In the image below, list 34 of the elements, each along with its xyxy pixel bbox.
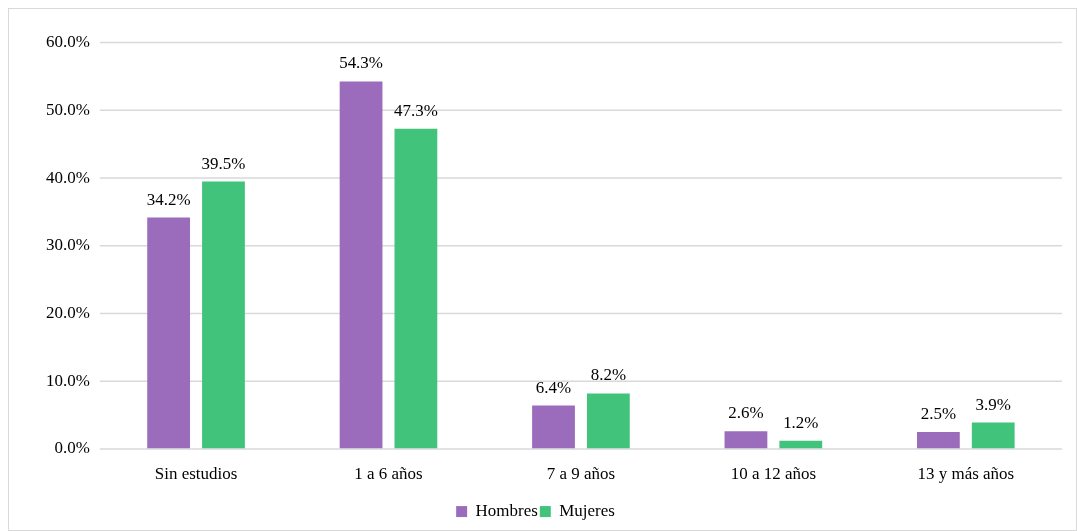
x-tick-label: 10 a 12 años	[730, 464, 816, 484]
y-tick-label: 0.0%	[54, 438, 90, 458]
bar	[202, 181, 245, 449]
data-label: 2.6%	[728, 403, 764, 423]
x-tick-label: 1 a 6 años	[354, 464, 423, 484]
y-tick-label: 50.0%	[46, 100, 90, 119]
data-label: 8.2%	[590, 365, 627, 385]
bar	[779, 440, 823, 449]
x-tick-label: 13 y más años	[917, 464, 1015, 484]
legend-label: Hombres	[475, 501, 538, 521]
bar	[394, 128, 438, 449]
data-label: 34.2%	[146, 189, 191, 209]
y-tick-label: 40.0%	[46, 167, 90, 187]
bar	[916, 431, 960, 449]
data-label: 6.4%	[535, 377, 572, 397]
bar	[586, 393, 630, 449]
data-label: 54.3%	[339, 53, 383, 73]
data-label: 2.5%	[920, 404, 957, 424]
y-tick-label: 10.0%	[46, 370, 90, 390]
y-tick-label: 20.0%	[46, 303, 90, 323]
data-label: 39.5%	[201, 153, 246, 173]
legend-label: Mujeres	[559, 501, 615, 521]
bar	[971, 422, 1015, 449]
bar	[532, 405, 575, 449]
data-label: 3.9%	[975, 394, 1011, 414]
bar	[724, 431, 768, 449]
bar	[339, 81, 383, 449]
x-tick-label: 7 a 9 años	[546, 464, 616, 484]
data-label: 47.3%	[394, 100, 438, 120]
x-tick-label: Sin estudios	[154, 464, 238, 484]
y-tick-label: 30.0%	[46, 235, 90, 255]
y-tick-label: 60.0%	[46, 32, 90, 52]
data-label: 1.2%	[783, 412, 819, 432]
bar	[147, 217, 191, 449]
